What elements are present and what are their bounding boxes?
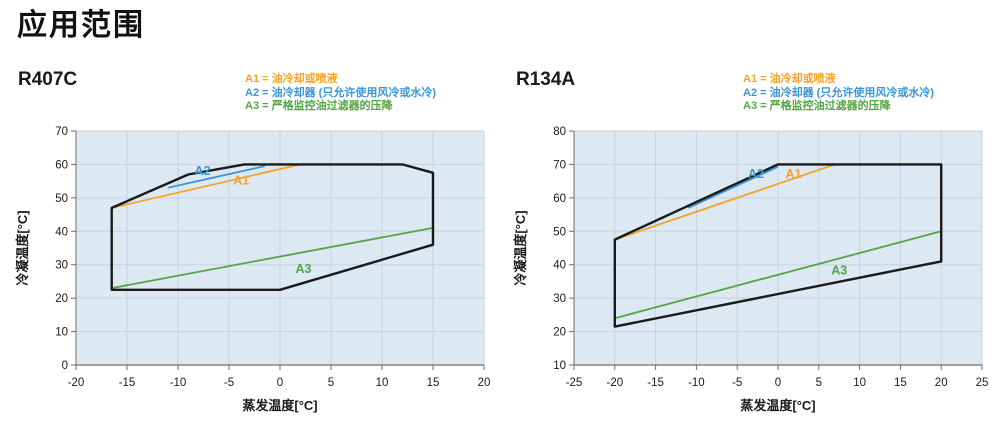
chart-title-r407c: R407C (18, 69, 78, 90)
page-title: 应用范围 (17, 9, 145, 42)
line-A3 (111, 227, 434, 289)
x-tick-label: 25 (976, 377, 989, 389)
chart-block-r134a: R134A A1 = 油冷却或喷液 A2 = 油冷却器 (只允许使用风冷或水冷) A… (510, 66, 1000, 438)
chart-block-r407c: R407C A1 = 油冷却或喷液 A2 = 油冷却器 (只允许使用风冷或水冷) A… (12, 66, 504, 438)
x-tick-label: 10 (853, 377, 866, 389)
y-tick-label: 30 (55, 260, 68, 272)
line-A2 (687, 165, 779, 209)
x-tick-label: -5 (732, 377, 742, 389)
label-A2: A2 (748, 167, 764, 181)
chart-title-r134a: R134A (516, 69, 576, 90)
x-tick-label: -5 (224, 377, 234, 389)
x-tick-label: -20 (68, 377, 85, 389)
y-tick-label: 40 (55, 226, 68, 238)
y-tick-label: 40 (553, 260, 566, 272)
legend-item-A1: A1 = 油冷却或喷液 (743, 73, 836, 85)
x-tick-label: 15 (427, 377, 440, 389)
operating-envelope (110, 163, 435, 292)
label-A3: A3 (295, 262, 311, 276)
legend: A1 = 油冷却或喷液 A2 = 油冷却器 (只允许使用风冷或水冷) A3 = 严格… (245, 73, 436, 114)
legend-item-A1: A1 = 油冷却或喷液 (245, 73, 338, 85)
y-axis-title: 冷凝温度[°C] (15, 210, 30, 285)
x-tick-label: 5 (328, 377, 334, 389)
x-axis-title: 蒸发温度[°C] (740, 398, 815, 413)
legend-item-A2: A2 = 油冷却器 (只允许使用风冷或水冷) (245, 86, 436, 99)
y-tick-label: 50 (55, 193, 68, 205)
y-tick-label: 10 (55, 327, 68, 339)
x-tick-label: -15 (647, 377, 664, 389)
chart-plot-r407c: -20 -15 -10 -5 0 5 10 15 20 0 10 20 30 40 50 60 70 蒸发温度[°… (15, 126, 491, 413)
label-A2: A2 (194, 164, 210, 178)
x-tick-label: -25 (566, 377, 583, 389)
y-tick-label: 50 (553, 226, 566, 238)
y-tick-label: 80 (553, 126, 566, 138)
y-axis-title: 冷凝温度[°C] (513, 210, 528, 285)
operating-envelope (613, 163, 943, 328)
line-A2 (167, 165, 265, 189)
x-tick-label: 20 (478, 377, 491, 389)
label-A3: A3 (831, 264, 847, 278)
x-tick-label: 15 (894, 377, 907, 389)
x-axis-title: 蒸发温度[°C] (242, 398, 317, 413)
label-A1: A1 (233, 173, 249, 187)
y-tick-label: 30 (553, 293, 566, 305)
x-tick-label: 20 (935, 377, 948, 389)
line-A1 (614, 163, 836, 241)
x-tick-label: -15 (119, 377, 136, 389)
y-tick-label: 20 (553, 327, 566, 339)
y-tick-label: 60 (55, 159, 68, 171)
x-tick-label: -10 (170, 377, 187, 389)
line-A1 (111, 163, 301, 209)
x-tick-label: 0 (775, 377, 781, 389)
y-tick-label: 10 (553, 360, 566, 372)
legend-item-A3: A3 = 严格监控油过滤器的压降 (743, 100, 891, 112)
y-tick-label: 0 (62, 360, 68, 372)
x-tick-label: -10 (688, 377, 705, 389)
y-tick-label: 20 (55, 293, 68, 305)
y-tick-label: 60 (553, 193, 566, 205)
x-tick-label: 5 (816, 377, 822, 389)
label-A1: A1 (786, 167, 802, 181)
y-tick-label: 70 (553, 159, 566, 171)
chart-plot-r134a: -25 -20 -15 -10 -5 0 5 10 15 20 25 10 20 30 40 50 60 70 80… (513, 126, 989, 413)
legend-item-A2: A2 = 油冷却器 (只允许使用风冷或水冷) (743, 86, 934, 99)
x-tick-label: -20 (606, 377, 623, 389)
x-tick-label: 0 (277, 377, 283, 389)
line-A3 (614, 230, 942, 320)
legend-item-A3: A3 = 严格监控油过滤器的压降 (245, 100, 393, 112)
legend: A1 = 油冷却或喷液 A2 = 油冷却器 (只允许使用风冷或水冷) A3 = 严格… (743, 73, 934, 114)
x-tick-label: 10 (376, 377, 389, 389)
y-tick-label: 70 (55, 126, 68, 138)
